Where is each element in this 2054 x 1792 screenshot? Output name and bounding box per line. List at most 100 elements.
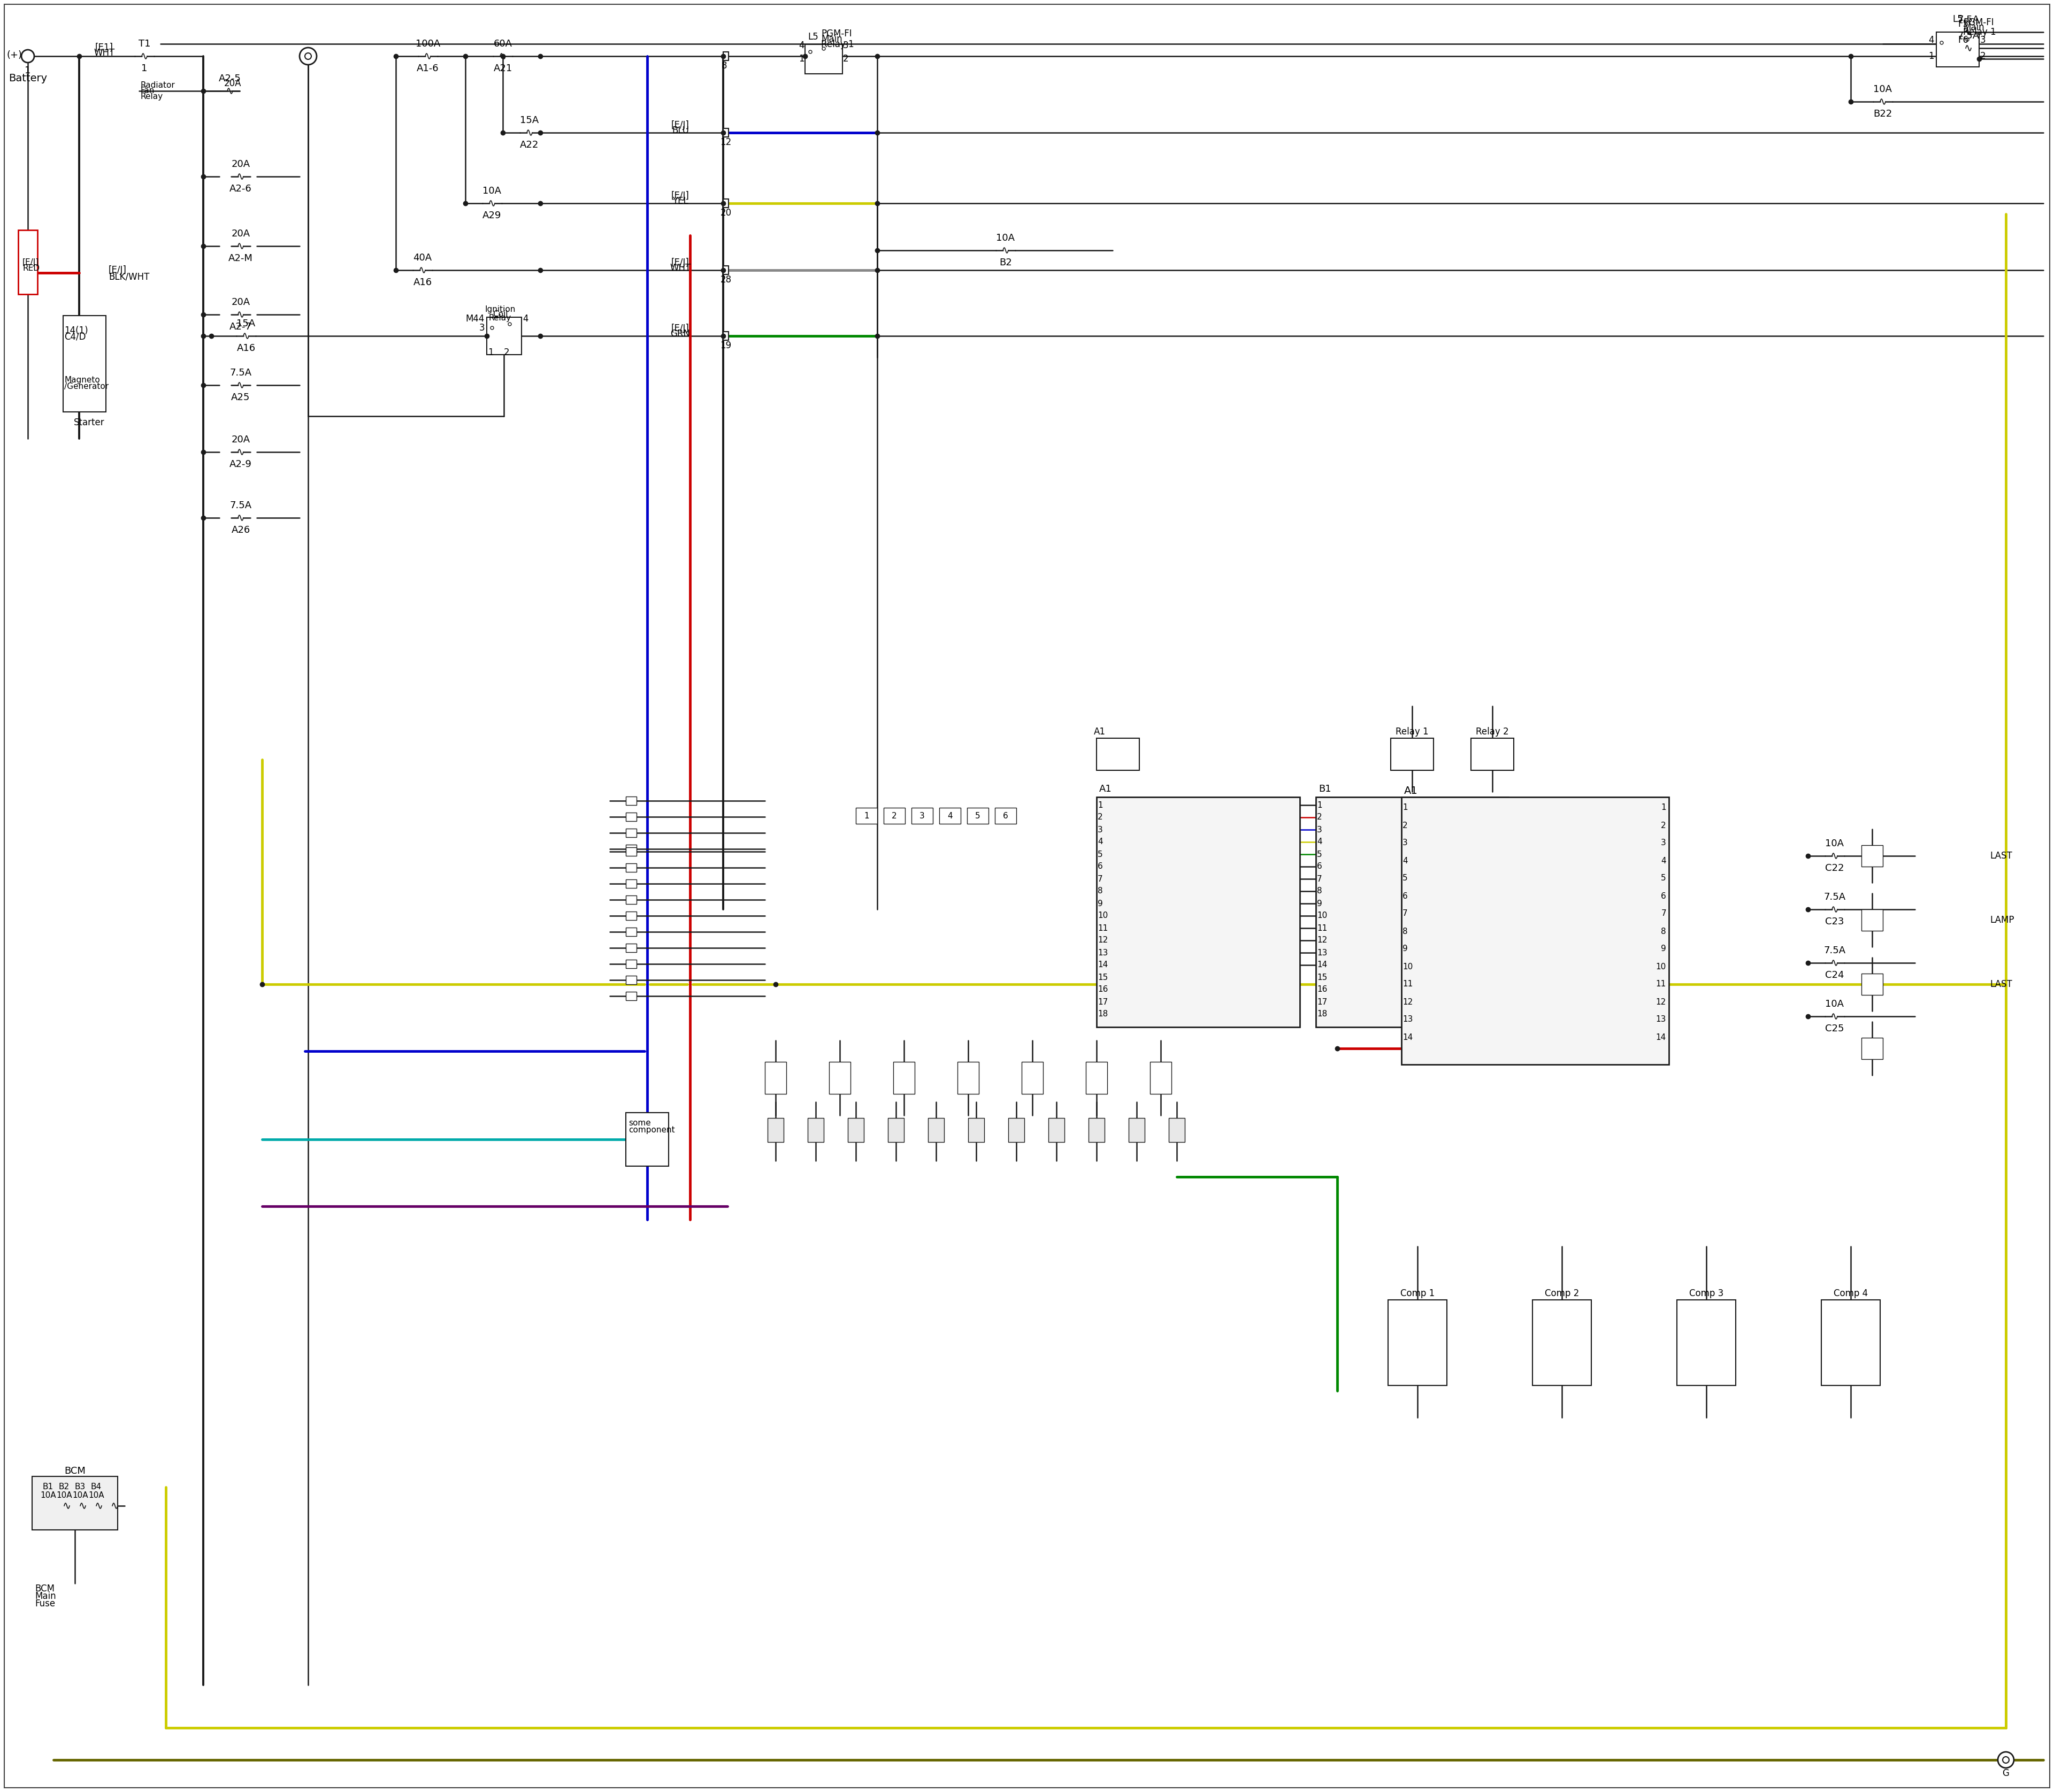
Text: 20A: 20A <box>232 229 251 238</box>
Bar <box>887 1118 904 1142</box>
Bar <box>487 317 522 355</box>
Text: RED: RED <box>23 265 39 272</box>
Bar <box>1097 797 1300 1027</box>
Text: WHT: WHT <box>670 263 690 272</box>
Text: 3: 3 <box>479 323 485 333</box>
Text: A2-6: A2-6 <box>230 185 253 194</box>
Text: 4: 4 <box>1097 839 1103 846</box>
Text: 9: 9 <box>1097 900 1103 907</box>
Text: 20A: 20A <box>232 297 251 306</box>
Circle shape <box>304 54 312 59</box>
Bar <box>1097 738 1140 771</box>
Text: 1: 1 <box>1097 801 1103 808</box>
Bar <box>1150 1063 1171 1093</box>
Bar <box>626 812 637 821</box>
Text: 9: 9 <box>1662 944 1666 953</box>
Bar <box>848 1118 865 1142</box>
Text: Relay: Relay <box>489 314 511 323</box>
Bar <box>1822 1299 1879 1385</box>
Text: BLU: BLU <box>672 125 688 136</box>
Bar <box>1128 1118 1144 1142</box>
Text: 20A: 20A <box>232 159 251 168</box>
Text: 5: 5 <box>1317 849 1323 858</box>
Bar <box>1021 1063 1043 1093</box>
Text: 11: 11 <box>1097 925 1107 932</box>
Text: 1: 1 <box>25 66 31 75</box>
Text: 4: 4 <box>1403 857 1407 866</box>
Text: 3: 3 <box>920 812 924 819</box>
Text: Relay: Relay <box>140 91 162 100</box>
Bar <box>1389 1299 1446 1385</box>
Text: 10A: 10A <box>483 186 501 195</box>
Text: 18: 18 <box>1097 1011 1107 1018</box>
Bar <box>723 52 729 61</box>
Bar <box>626 928 637 935</box>
Text: 6: 6 <box>1002 812 1009 819</box>
Bar <box>807 1118 824 1142</box>
Text: LAST: LAST <box>1990 851 2013 860</box>
Bar <box>626 828 637 837</box>
Text: 14: 14 <box>1097 961 1107 969</box>
Text: 5: 5 <box>1097 849 1103 858</box>
Circle shape <box>1999 1753 2013 1769</box>
Text: some: some <box>629 1120 651 1127</box>
Text: B22: B22 <box>1873 109 1892 118</box>
Text: A22: A22 <box>520 140 538 151</box>
Text: B2: B2 <box>60 1484 70 1491</box>
Bar <box>1087 1063 1107 1093</box>
Text: 14: 14 <box>1656 1034 1666 1041</box>
Text: Fan: Fan <box>140 88 154 95</box>
Text: 11: 11 <box>1317 925 1327 932</box>
Text: L5: L5 <box>807 32 817 41</box>
Text: 1: 1 <box>865 812 869 819</box>
Bar <box>1861 846 1884 867</box>
Text: 17: 17 <box>1097 998 1107 1005</box>
Text: 8: 8 <box>721 61 727 70</box>
Circle shape <box>2003 1756 2009 1763</box>
Bar <box>626 896 637 903</box>
Bar <box>1009 1118 1025 1142</box>
Bar <box>857 808 877 824</box>
Bar <box>18 229 37 294</box>
Circle shape <box>300 48 316 65</box>
Text: GRN: GRN <box>670 330 690 339</box>
Bar <box>805 45 842 73</box>
Text: 1: 1 <box>799 54 805 65</box>
Text: 10A: 10A <box>1826 839 1844 848</box>
Bar <box>626 975 637 984</box>
Text: 13: 13 <box>1656 1016 1666 1023</box>
Text: A16: A16 <box>413 278 431 287</box>
Text: 2: 2 <box>1097 814 1103 821</box>
Text: Fuse: Fuse <box>35 1598 55 1609</box>
Bar <box>912 808 933 824</box>
Text: Main: Main <box>1964 23 1984 32</box>
Bar <box>883 808 906 824</box>
Text: [E/J]: [E/J] <box>672 120 690 131</box>
Text: 4: 4 <box>522 314 528 324</box>
Text: 4: 4 <box>1929 36 1935 45</box>
Text: Relay 2: Relay 2 <box>1477 728 1510 737</box>
Text: C25: C25 <box>1826 1023 1844 1034</box>
Text: 2: 2 <box>1317 814 1323 821</box>
Text: C24: C24 <box>1826 969 1844 980</box>
Text: Comp 1: Comp 1 <box>1401 1288 1434 1297</box>
Bar <box>994 808 1017 824</box>
Text: 10A: 10A <box>41 1491 55 1500</box>
Circle shape <box>507 323 511 326</box>
Text: 10A: 10A <box>88 1491 105 1500</box>
Text: 15A: 15A <box>236 319 255 328</box>
Text: Main: Main <box>822 34 842 43</box>
Text: Starter: Starter <box>74 418 105 428</box>
Bar <box>1861 909 1884 930</box>
Text: YEL: YEL <box>672 197 688 206</box>
Text: B2: B2 <box>998 258 1013 267</box>
Text: LAMP: LAMP <box>1990 916 2015 925</box>
Text: 16: 16 <box>1097 986 1107 993</box>
Text: 12: 12 <box>1317 937 1327 944</box>
Text: 4: 4 <box>1662 857 1666 866</box>
Text: 6: 6 <box>1097 862 1103 871</box>
Text: 7: 7 <box>1662 910 1666 918</box>
Text: 12: 12 <box>1097 937 1107 944</box>
Text: A29: A29 <box>483 211 501 220</box>
Text: 8: 8 <box>1317 887 1323 896</box>
